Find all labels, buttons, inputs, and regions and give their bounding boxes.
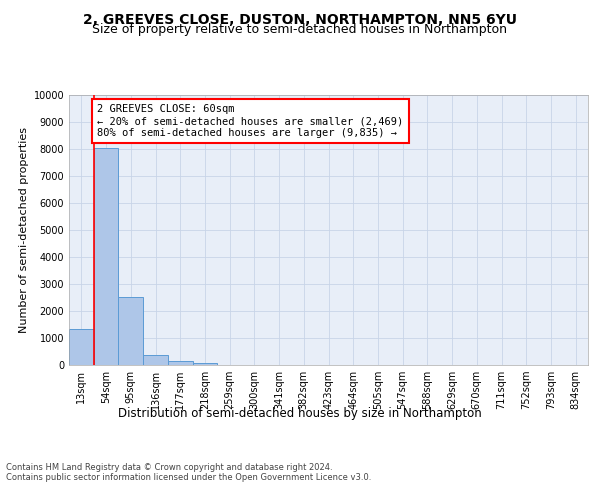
Bar: [143, 354, 168, 365]
Bar: [118, 297, 143, 365]
Text: Size of property relative to semi-detached houses in Northampton: Size of property relative to semi-detach…: [92, 24, 508, 36]
Bar: [94, 148, 118, 365]
Text: Contains public sector information licensed under the Open Government Licence v3: Contains public sector information licen…: [6, 472, 371, 482]
Text: 2, GREEVES CLOSE, DUSTON, NORTHAMPTON, NN5 6YU: 2, GREEVES CLOSE, DUSTON, NORTHAMPTON, N…: [83, 12, 517, 26]
Y-axis label: Number of semi-detached properties: Number of semi-detached properties: [19, 127, 29, 333]
Text: 2 GREEVES CLOSE: 60sqm
← 20% of semi-detached houses are smaller (2,469)
80% of : 2 GREEVES CLOSE: 60sqm ← 20% of semi-det…: [97, 104, 404, 138]
Bar: [193, 362, 217, 365]
Bar: [69, 330, 94, 365]
Text: Contains HM Land Registry data © Crown copyright and database right 2024.: Contains HM Land Registry data © Crown c…: [6, 462, 332, 471]
Bar: [168, 362, 193, 365]
Text: Distribution of semi-detached houses by size in Northampton: Distribution of semi-detached houses by …: [118, 408, 482, 420]
